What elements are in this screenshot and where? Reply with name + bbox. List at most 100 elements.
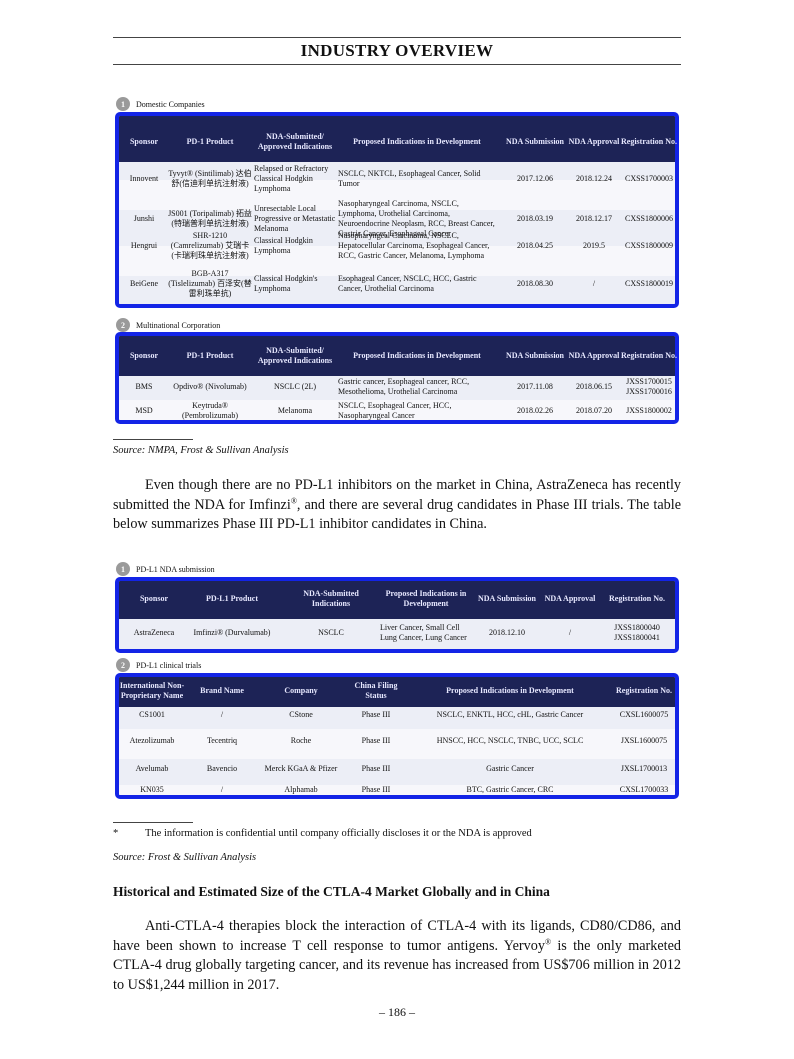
- table-cell: Tyvyt® (Sintilimab) 达伯舒(信迪利单抗注射液): [168, 169, 252, 188]
- column-header: NDA-Submitted Indications: [303, 589, 359, 608]
- column-header: Registration No.: [609, 594, 665, 603]
- section-domestic: 1 Domestic Companies: [116, 97, 205, 111]
- table-cell: JXSS1800002: [626, 406, 672, 415]
- table-cell: 2018.12.10: [489, 628, 525, 637]
- table-cell: CXSL1700033: [619, 785, 669, 794]
- table-cell: NSCLC (2L): [274, 382, 316, 391]
- column-header: NDA-Submitted/ Approved Indications: [257, 346, 333, 365]
- column-header: International Non-Proprietary Name: [119, 681, 185, 700]
- table-pd1-multinational: [115, 332, 679, 424]
- column-header: Sponsor: [129, 137, 158, 146]
- table-cell: Opdivo® (Nivolumab): [173, 382, 247, 391]
- column-header: Sponsor: [129, 351, 158, 360]
- section-multinational: 2 Multinational Corporation: [116, 318, 220, 332]
- table-header: [119, 336, 675, 376]
- section-pdl1-nda: 1 PD-L1 NDA submission: [116, 562, 215, 576]
- table-pdl1-nda: [115, 577, 679, 653]
- table-cell: BeiGene: [130, 279, 158, 288]
- table-cell: Innovent: [129, 174, 159, 183]
- table-header: [119, 116, 675, 162]
- table-cell: /: [220, 785, 224, 794]
- table-cell: 2018.08.30: [517, 279, 553, 288]
- table-header: [119, 581, 675, 619]
- page-number: – 186 –: [379, 1005, 415, 1019]
- table-cell: CXSS1800019: [624, 279, 673, 288]
- section-number: 2: [116, 658, 130, 672]
- column-header: Proposed Indications in Development: [446, 686, 574, 695]
- table-cell: Phase III: [361, 736, 391, 745]
- column-header: PD-1 Product: [186, 137, 234, 146]
- table-cell: Liver Cancer, Small Cell Lung Cancer, Lu…: [380, 623, 467, 642]
- section-pdl1-trials: 2 PD-L1 clinical trials: [116, 658, 201, 672]
- table-cell: JXSL1700013: [620, 764, 668, 773]
- table-cell: MSD: [135, 406, 153, 415]
- column-header: NDA Submission: [477, 594, 537, 603]
- source-note: Source: Frost & Sullivan Analysis: [113, 852, 257, 863]
- section-label: Domestic Companies: [136, 99, 205, 109]
- table-cell: BGB-A317 (Tislelizumab) 百泽安(替雷利珠单抗): [168, 269, 252, 298]
- column-header: Registration No.: [621, 137, 677, 146]
- table-cell: JXSS1800040 JXSS1800041: [614, 623, 660, 642]
- table-cell: Classical Hodgkin's Lymphoma: [254, 274, 318, 293]
- column-header: Proposed Indications in Development: [385, 589, 467, 608]
- table-cell: Gastric Cancer: [486, 764, 534, 773]
- column-header: China Filing Status: [354, 681, 398, 700]
- table-cell: Phase III: [361, 785, 391, 794]
- section-number: 2: [116, 318, 130, 332]
- table-cell: BTC, Gastric Cancer, CRC: [466, 785, 554, 794]
- column-header: NDA Submission: [505, 137, 565, 146]
- section-label: PD-L1 clinical trials: [136, 660, 202, 670]
- table-cell: Nasopharyngeal Carcinoma, NSCLC, Hepatoc…: [338, 231, 490, 260]
- table-cell: Merck KGaA & Pfizer: [264, 764, 338, 773]
- footnote-rule: [113, 822, 193, 823]
- table-cell: CXSS1800009: [624, 241, 673, 250]
- table-cell: 2018.06.15: [576, 382, 612, 391]
- column-header: Registration No.: [616, 686, 672, 695]
- page-title: INDUSTRY OVERVIEW: [300, 41, 494, 60]
- section-number: 1: [116, 97, 130, 111]
- source-note: Source: NMPA, Frost & Sullivan Analysis: [113, 445, 289, 456]
- table-cell: KN035: [140, 785, 164, 794]
- table-cell: AstraZeneca: [133, 628, 175, 637]
- column-header: PD-1 Product: [186, 351, 234, 360]
- table-cell: Melanoma: [277, 406, 313, 415]
- section-label: PD-L1 NDA submission: [136, 564, 215, 574]
- table-cell: JXSL1600075: [620, 736, 668, 745]
- table-cell: 2018.12.17: [576, 214, 612, 223]
- table-cell: 2018.04.25: [517, 241, 553, 250]
- table-cell: CS1001: [139, 710, 165, 719]
- table-cell: Bavencio: [206, 764, 238, 773]
- column-header: Registration No.: [621, 351, 677, 360]
- table-cell: Tecentriq: [206, 736, 238, 745]
- section-heading: Historical and Estimated Size of the CTL…: [113, 884, 550, 899]
- table-cell: NSCLC: [318, 628, 344, 637]
- table-cell: CStone: [289, 710, 313, 719]
- table-cell: NSCLC, NKTCL, Esophageal Cancer, Solid T…: [338, 169, 481, 188]
- table-cell: NSCLC, ENKTL, HCC, cHL, Gastric Cancer: [436, 710, 584, 719]
- table-cell: CXSS1700003: [624, 174, 673, 183]
- table-cell: Esophageal Cancer, NSCLC, HCC, Gastric C…: [338, 274, 477, 293]
- footnote: * The information is confidential until …: [113, 828, 532, 839]
- column-header: Proposed Indications in Development: [353, 137, 481, 146]
- table-cell: Nasopharyngeal Carcinoma, NSCLC, Lymphom…: [338, 199, 495, 238]
- table-cell: 2017.12.06: [517, 174, 553, 183]
- source-rule: [113, 439, 193, 440]
- table-pdl1-trials: [115, 673, 679, 799]
- table-header: [119, 677, 675, 707]
- table-cell: SHR-1210 (Camrelizumab) 艾瑞卡(卡瑞利珠单抗注射液): [170, 231, 250, 260]
- section-number: 1: [116, 562, 130, 576]
- table-cell: CXSL1600075: [619, 710, 669, 719]
- column-header: PD-L1 Product: [205, 594, 259, 603]
- table-cell: Relapsed or Refractory Classical Hodgkin…: [254, 164, 329, 193]
- table-cell: 2017.11.08: [517, 382, 553, 391]
- paragraph-ctla4: Anti-CTLA-4 therapies block the interact…: [113, 918, 681, 993]
- table-cell: BMS: [135, 382, 153, 391]
- table-cell: Alphamab: [284, 785, 318, 794]
- table-cell: Gastric cancer, Esophageal cancer, RCC, …: [338, 377, 470, 396]
- table-cell: 2018.03.19: [517, 214, 553, 223]
- table-cell: 2018.12.24: [576, 174, 612, 183]
- table-cell: /: [568, 628, 572, 637]
- table-cell: Unresectable Local Progressive or Metast…: [254, 204, 336, 233]
- table-cell: 2018.02.26: [517, 406, 553, 415]
- column-header: Brand Name: [200, 686, 244, 695]
